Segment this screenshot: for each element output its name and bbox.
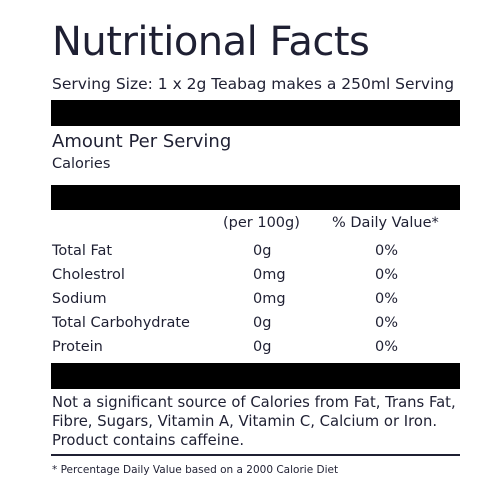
nutrient-name: Total Carbohydrate xyxy=(52,315,190,331)
nutrient-daily-value: 0% xyxy=(375,267,399,283)
amount-per-serving-heading: Amount Per Serving xyxy=(52,131,232,152)
table-row: Cholestrol 0mg 0% xyxy=(52,263,457,287)
nutrient-per-100g: 0mg xyxy=(253,267,286,283)
table-row: Sodium 0mg 0% xyxy=(52,287,457,311)
table-row: Total Fat 0g 0% xyxy=(52,239,457,263)
nutrient-table: Total Fat 0g 0% Cholestrol 0mg 0% Sodium… xyxy=(52,239,457,359)
nutrient-name: Sodium xyxy=(52,291,107,307)
label-title: Nutritional Facts xyxy=(52,19,370,65)
nutrient-daily-value: 0% xyxy=(375,339,399,355)
nutrient-per-100g: 0g xyxy=(253,339,272,355)
nutrient-daily-value: 0% xyxy=(375,243,399,259)
nutrient-per-100g: 0mg xyxy=(253,291,286,307)
nutrient-name: Cholestrol xyxy=(52,267,125,283)
nutrient-daily-value: 0% xyxy=(375,291,399,307)
nutrient-daily-value: 0% xyxy=(375,315,399,331)
column-header-per-100g: (per 100g) xyxy=(223,215,300,231)
nutrition-label: Nutritional Facts Serving Size: 1 x 2g T… xyxy=(51,18,460,477)
column-header-daily-value: % Daily Value* xyxy=(332,215,439,231)
disclaimer-note: Not a significant source of Calories fro… xyxy=(51,389,460,456)
divider-bar xyxy=(51,185,460,210)
serving-size: Serving Size: 1 x 2g Teabag makes a 250m… xyxy=(52,75,455,93)
nutrient-name: Protein xyxy=(52,339,103,355)
nutrient-per-100g: 0g xyxy=(253,243,272,259)
nutrient-table-header: (per 100g) % Daily Value* xyxy=(52,215,457,235)
table-row: Protein 0g 0% xyxy=(52,335,457,359)
nutrient-per-100g: 0g xyxy=(253,315,272,331)
divider-bar xyxy=(51,363,460,389)
nutrient-name: Total Fat xyxy=(52,243,113,259)
calories-label: Calories xyxy=(52,156,111,172)
daily-value-footnote: * Percentage Daily Value based on a 2000… xyxy=(52,464,339,476)
divider-bar xyxy=(51,100,460,126)
table-row: Total Carbohydrate 0g 0% xyxy=(52,311,457,335)
